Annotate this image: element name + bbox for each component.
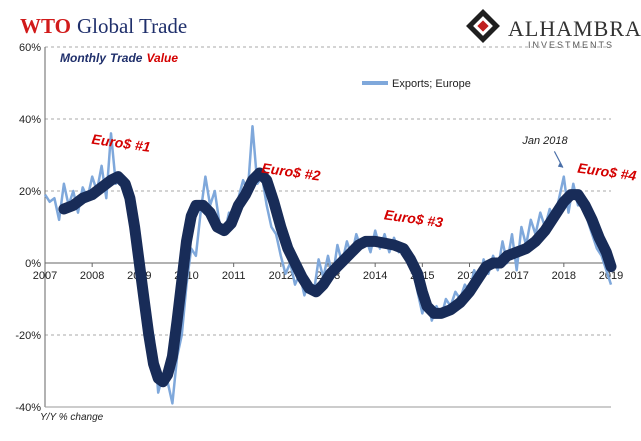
chart-title: WTO Global Trade (20, 14, 187, 38)
chart-subtitle: Monthly Trade Value (60, 51, 178, 65)
logo-sub: INVESTMENTS (528, 40, 614, 50)
annotation-jan-2018: Jan 2018 (521, 135, 568, 147)
alhambra-diamond-logo-icon (466, 9, 500, 43)
annotation-euro-label: Euro$ #3 (383, 206, 444, 230)
x-tick-label: 2011 (222, 270, 246, 282)
y-tick-label: 0% (25, 258, 41, 270)
x-tick-label: 2012 (269, 270, 293, 282)
annotation-arrowhead (557, 162, 563, 168)
footnote: Y/Y % change (40, 412, 104, 423)
annotation-euro-label: Euro$ #1 (91, 131, 152, 155)
x-tick-label: 2018 (552, 270, 576, 282)
legend: Exports; Europe (362, 78, 471, 90)
y-tick-label: -20% (15, 330, 41, 342)
y-tick-label: 40% (19, 114, 41, 126)
x-tick-label: 2017 (504, 270, 528, 282)
y-tick-label: 20% (19, 186, 41, 198)
series-line-trend (58, 167, 617, 388)
annotation-euro-label: Euro$ #4 (577, 160, 638, 184)
title-part2: Global Trade (77, 14, 187, 38)
x-tick-label: 2014 (363, 270, 387, 282)
y-tick-label: -40% (15, 402, 41, 414)
title-part1: WTO (20, 14, 71, 38)
annotation-arrow (553, 151, 564, 168)
x-tick-label: 2019 (599, 270, 623, 282)
x-tick-label: 2008 (80, 270, 104, 282)
x-tick-label: 2007 (33, 270, 57, 282)
logo-name: ALHAMBRA (508, 16, 641, 41)
y-tick-label: 60% (19, 42, 41, 54)
legend-label: Exports; Europe (392, 78, 471, 90)
